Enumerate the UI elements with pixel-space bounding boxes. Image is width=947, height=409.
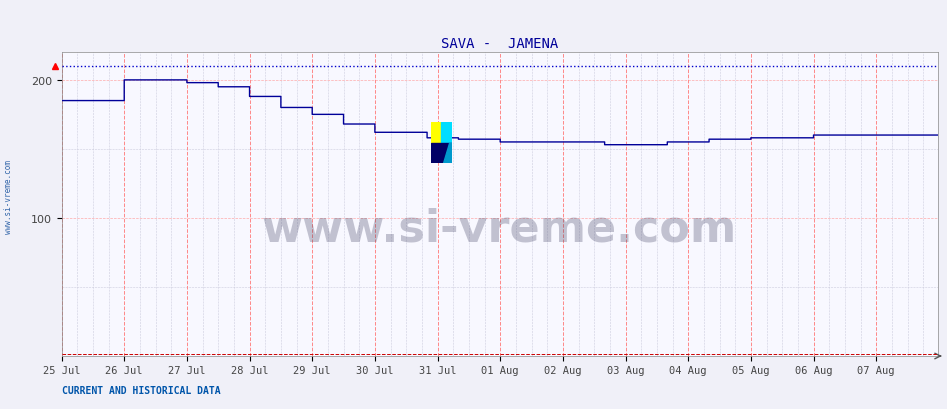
Bar [441, 123, 452, 143]
Bar [431, 123, 441, 143]
Text: www.si-vreme.com: www.si-vreme.com [4, 160, 13, 233]
Text: CURRENT AND HISTORICAL DATA: CURRENT AND HISTORICAL DATA [62, 385, 221, 396]
Text: www.si-vreme.com: www.si-vreme.com [262, 207, 737, 250]
Polygon shape [431, 143, 452, 164]
Polygon shape [443, 143, 452, 164]
Title: SAVA -  JAMENA: SAVA - JAMENA [441, 37, 558, 51]
